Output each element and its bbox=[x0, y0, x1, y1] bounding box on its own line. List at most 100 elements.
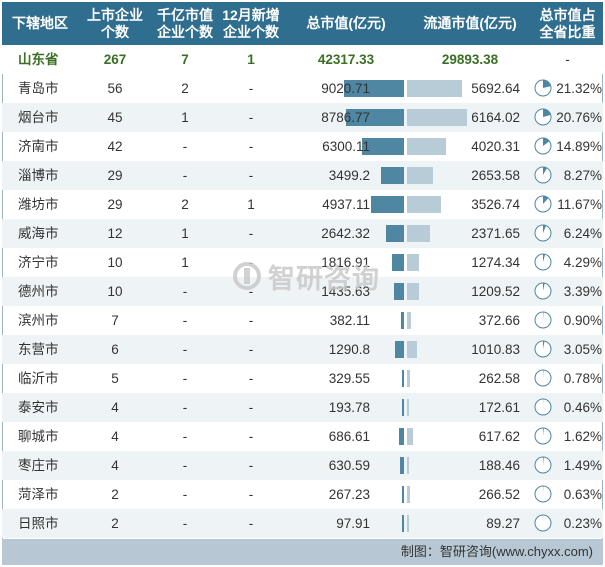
share-pie bbox=[534, 340, 552, 358]
trillion-count: - bbox=[182, 458, 188, 473]
total-value-bar bbox=[395, 341, 404, 358]
table-row: 菏泽市 2 - - 267.23 266.52 0.63% bbox=[2, 480, 603, 509]
total-value-bar bbox=[362, 138, 404, 155]
share-pie bbox=[534, 282, 552, 300]
new-december-count: - bbox=[248, 168, 254, 183]
share-label: 0.46% bbox=[563, 400, 602, 415]
total-value-label: 9020.71 bbox=[321, 81, 370, 96]
listed-count: 4 bbox=[111, 458, 119, 473]
province-new-december: 1 bbox=[247, 52, 255, 67]
share-pie-slice bbox=[543, 109, 551, 117]
region-name: 东营市 bbox=[18, 342, 59, 357]
total-value-bar bbox=[371, 196, 404, 213]
float-value-label: 1209.52 bbox=[471, 284, 520, 299]
total-value-label: 382.11 bbox=[329, 313, 370, 328]
total-value-label: 6300.11 bbox=[322, 139, 370, 154]
new-december-count: - bbox=[248, 313, 254, 328]
share-pie-slice bbox=[543, 138, 550, 146]
new-december-count: - bbox=[248, 81, 254, 96]
province-share: - bbox=[565, 52, 570, 67]
listed-count: 6 bbox=[111, 342, 119, 357]
share-pie bbox=[534, 224, 552, 242]
float-value-bar bbox=[407, 283, 419, 300]
total-value-bar bbox=[386, 225, 404, 242]
share-pie bbox=[534, 369, 552, 387]
table-row: 泰安市 4 - - 193.78 172.61 0.46% bbox=[2, 393, 603, 422]
float-value-label: 5692.64 bbox=[471, 81, 520, 96]
total-value-bar bbox=[402, 515, 404, 532]
region-name: 潍坊市 bbox=[18, 197, 59, 212]
total-value-label: 1435.63 bbox=[321, 284, 370, 299]
float-value-bar bbox=[407, 254, 420, 271]
total-value-bar bbox=[394, 283, 404, 300]
table-row: 滨州市 7 - - 382.11 372.66 0.90% bbox=[2, 306, 603, 335]
float-value-bar bbox=[407, 341, 417, 358]
share-pie-slice bbox=[543, 283, 545, 291]
listed-count: 10 bbox=[107, 255, 123, 270]
header-region: 下辖地区 bbox=[12, 15, 68, 31]
share-label: 0.63% bbox=[563, 487, 602, 502]
total-value-bar bbox=[402, 399, 404, 416]
region-name: 日照市 bbox=[18, 516, 59, 531]
float-value-bar bbox=[407, 486, 410, 503]
listed-count: 7 bbox=[111, 313, 119, 328]
total-value-label: 630.59 bbox=[328, 458, 370, 473]
total-value-bar bbox=[399, 428, 404, 445]
region-name: 威海市 bbox=[18, 226, 59, 241]
trillion-count: - bbox=[182, 139, 188, 154]
listed-count: 4 bbox=[111, 400, 119, 415]
new-december-count: - bbox=[248, 139, 254, 154]
float-value-label: 3526.74 bbox=[471, 197, 520, 212]
region-name: 滨州市 bbox=[18, 313, 59, 328]
watermark-logo-icon bbox=[233, 262, 261, 290]
share-pie bbox=[534, 427, 552, 445]
share-label: 14.89% bbox=[556, 139, 602, 154]
float-value-label: 188.46 bbox=[478, 458, 520, 473]
total-value-label: 329.55 bbox=[328, 371, 370, 386]
new-december-count: - bbox=[248, 487, 254, 502]
region-name: 青岛市 bbox=[18, 81, 59, 96]
share-pie bbox=[534, 79, 552, 97]
trillion-count: - bbox=[182, 313, 188, 328]
float-value-label: 262.58 bbox=[478, 371, 520, 386]
share-label: 0.90% bbox=[563, 313, 602, 328]
region-name: 泰安市 bbox=[18, 400, 59, 415]
trillion-count: 2 bbox=[181, 197, 189, 212]
float-value-bar bbox=[407, 515, 409, 532]
share-label: 0.78% bbox=[563, 371, 602, 386]
province-total: 42317.33 bbox=[317, 52, 375, 67]
share-label: 3.05% bbox=[563, 342, 602, 357]
total-value-bar bbox=[401, 312, 404, 329]
share-label: 6.24% bbox=[563, 226, 602, 241]
trillion-count: - bbox=[182, 400, 188, 415]
region-name: 枣庄市 bbox=[18, 458, 59, 473]
float-value-label: 1274.34 bbox=[471, 255, 520, 270]
total-value-label: 1816.91 bbox=[321, 255, 370, 270]
float-value-label: 2653.58 bbox=[471, 168, 520, 183]
header-new-december: 12月新增 企业个数 bbox=[222, 6, 280, 40]
table-row: 济南市 42 - - 6300.11 4020.31 14.89% bbox=[2, 132, 603, 161]
region-name: 淄博市 bbox=[18, 168, 59, 183]
trillion-count: - bbox=[182, 487, 188, 502]
table-header: 下辖地区 上市企业 个数 千亿市值 企业个数 12月新增 企业个数 总市值(亿元… bbox=[2, 2, 603, 45]
header-total-value: 总市值(亿元) bbox=[306, 15, 386, 31]
float-value-bar bbox=[407, 312, 411, 329]
share-pie-slice bbox=[543, 457, 544, 465]
total-value-bar bbox=[401, 370, 404, 387]
new-december-count: - bbox=[248, 226, 254, 241]
total-value-label: 8786.77 bbox=[321, 110, 370, 125]
share-pie bbox=[534, 166, 552, 184]
footer-credit: 制图：智研咨询(www.chyxx.com) bbox=[400, 544, 593, 559]
total-value-label: 2642.32 bbox=[321, 226, 370, 241]
float-value-label: 4020.31 bbox=[471, 139, 520, 154]
share-pie bbox=[534, 456, 552, 474]
listed-count: 12 bbox=[107, 226, 123, 241]
total-value-bar bbox=[380, 167, 404, 184]
watermark-text: 智研咨询 bbox=[268, 263, 380, 294]
float-value-label: 617.62 bbox=[478, 429, 520, 444]
float-value-bar bbox=[407, 370, 410, 387]
total-value-bar bbox=[344, 80, 404, 97]
trillion-count: 1 bbox=[181, 110, 189, 125]
share-pie-slice bbox=[543, 80, 551, 88]
trillion-count: - bbox=[182, 516, 188, 531]
